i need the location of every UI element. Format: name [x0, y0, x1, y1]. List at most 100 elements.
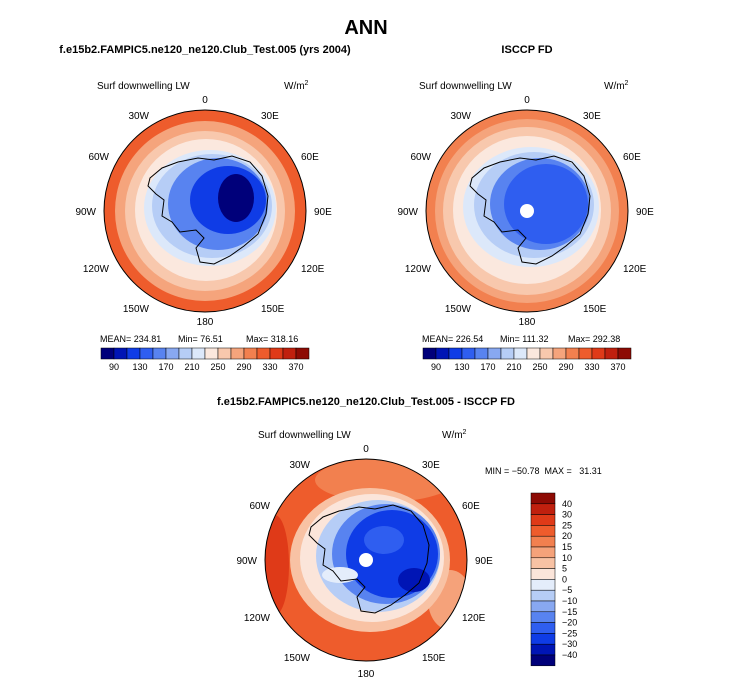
diff-colorbar-tick: −25 — [562, 628, 577, 638]
model-colorbar-box — [126, 347, 141, 360]
diff-colorbar-tick: −10 — [562, 596, 577, 606]
figure-title: ANN — [344, 17, 387, 39]
obs-colorbar-box — [461, 347, 476, 360]
obs-colorbar-box — [604, 347, 619, 360]
diff-colorbar-tick: 15 — [562, 542, 572, 552]
model-units-label: W/m2 — [284, 80, 309, 92]
diff-units-label: W/m2 — [442, 429, 467, 441]
diff-lon-90e: 90E — [475, 556, 493, 567]
model-colorbar-box — [243, 347, 258, 360]
diff-colorbar-tick: 40 — [562, 499, 572, 509]
model-colorbar-tick: 90 — [109, 362, 119, 372]
model-colorbar-box — [269, 347, 284, 360]
diff-lon-120e: 120E — [462, 613, 486, 624]
obs-map-border — [425, 109, 629, 313]
model-contour-level-9 — [218, 174, 254, 222]
obs-lon-30w: 30W — [450, 111, 471, 122]
obs-field-label: Surf downwelling LW — [419, 81, 512, 92]
model-case-title: f.e15b2.FAMPIC5.ne120_ne120.Club_Test.00… — [59, 44, 351, 56]
diff-colorbar-box — [530, 557, 556, 569]
model-map-border — [103, 109, 307, 313]
diff-colorbar-box — [530, 600, 556, 613]
model-polar-map — [104, 110, 306, 312]
obs-contour-level-8 — [504, 164, 588, 244]
model-colorbar-tick: 210 — [184, 362, 199, 372]
obs-antarctica-outline — [469, 155, 591, 265]
model-lon-60e: 60E — [301, 152, 319, 163]
obs-colorbar-tick: 290 — [558, 362, 573, 372]
obs-panel: ISCCP FD Surf downwelling LW W/m2 0 30E … — [397, 44, 654, 372]
diff-case-title: f.e15b2.FAMPIC5.ne120_ne120.Club_Test.00… — [217, 396, 515, 408]
diff-lon-90w: 90W — [236, 556, 257, 567]
diff-colorbar-box — [530, 535, 556, 548]
obs-units-label: W/m2 — [604, 80, 629, 92]
obs-polar-map — [426, 110, 628, 312]
obs-lon-60w: 60W — [410, 152, 431, 163]
obs-colorbar-tick: 170 — [480, 362, 495, 372]
obs-colorbar-box — [448, 347, 463, 360]
model-lon-120w: 120W — [83, 264, 110, 275]
diff-lon-180: 180 — [358, 669, 375, 680]
obs-min-label: Min= 111.32 — [500, 334, 548, 344]
model-colorbar-tick: 370 — [288, 362, 303, 372]
model-colorbar-tick: 250 — [210, 362, 225, 372]
model-colorbar-box — [256, 347, 271, 360]
obs-colorbar-box — [500, 347, 515, 360]
diff-colorbar-box — [530, 643, 556, 656]
obs-colorbar-box — [513, 347, 528, 360]
diff-colorbar-tick: 20 — [562, 531, 572, 541]
diff-colorbar-box — [530, 654, 556, 667]
obs-lon-180: 180 — [519, 317, 536, 328]
diff-map-border — [264, 458, 468, 662]
model-min-label: Min= 76.51 — [178, 334, 223, 344]
obs-colorbar: 90 130 170 210 250 290 330 370 — [422, 347, 632, 372]
diff-contour-level-11 — [398, 568, 430, 592]
obs-lon-150w: 150W — [445, 304, 472, 315]
model-colorbar-box — [152, 347, 167, 360]
model-lon-150e: 150E — [261, 304, 285, 315]
model-lon-0: 0 — [202, 95, 208, 106]
obs-colorbar-tick: 330 — [584, 362, 599, 372]
diff-polar-map — [265, 459, 467, 661]
diff-colorbar-tick: −15 — [562, 607, 577, 617]
model-colorbar-tick: 290 — [236, 362, 251, 372]
model-colorbar-box — [113, 347, 128, 360]
model-colorbar-box — [100, 347, 115, 360]
model-panel: f.e15b2.FAMPIC5.ne120_ne120.Club_Test.00… — [59, 44, 351, 372]
diff-colorbar-box — [530, 568, 556, 580]
diff-lon-0: 0 — [363, 444, 369, 455]
obs-lon-90e: 90E — [636, 207, 654, 218]
diff-lon-30e: 30E — [422, 460, 440, 471]
model-colorbar-box — [217, 347, 232, 360]
diff-colorbar-box — [530, 525, 556, 537]
model-colorbar-box — [165, 347, 180, 360]
diff-antarctica-outline — [308, 504, 430, 614]
model-colorbar: 90 130 170 210 250 290 330 370 — [100, 347, 310, 372]
obs-lon-120w: 120W — [405, 264, 432, 275]
diff-colorbar-tick: −40 — [562, 650, 577, 660]
obs-colorbar-box — [435, 347, 450, 360]
diff-colorbar-tick: −30 — [562, 639, 577, 649]
model-lon-180: 180 — [197, 317, 214, 328]
diff-lon-120w: 120W — [244, 613, 271, 624]
diff-colorbar-box — [530, 589, 556, 602]
diff-colorbar-tick: 25 — [562, 520, 572, 530]
diff-field-label: Surf downwelling LW — [258, 430, 351, 441]
obs-colorbar-box — [487, 347, 502, 360]
obs-colorbar-box — [617, 347, 632, 360]
diff-lon-60w: 60W — [249, 501, 270, 512]
obs-colorbar-box — [552, 347, 567, 360]
model-lon-90e: 90E — [314, 207, 332, 218]
diff-lon-150w: 150W — [284, 653, 311, 664]
diff-colorbar-tick: −5 — [562, 585, 572, 595]
obs-lon-0: 0 — [524, 95, 530, 106]
diff-colorbar-box — [530, 514, 556, 526]
diff-lon-60e: 60E — [462, 501, 480, 512]
obs-mean-label: MEAN= 226.54 — [422, 334, 483, 344]
model-colorbar-box — [178, 347, 193, 360]
obs-colorbar-tick: 90 — [431, 362, 441, 372]
obs-colorbar-box — [422, 347, 437, 360]
diff-lon-30w: 30W — [289, 460, 310, 471]
